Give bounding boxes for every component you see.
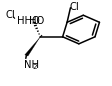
Text: HO: HO — [29, 16, 44, 26]
Polygon shape — [25, 37, 40, 56]
Text: 2: 2 — [32, 64, 36, 70]
Text: HHO: HHO — [17, 16, 39, 26]
Text: Cl: Cl — [69, 2, 78, 12]
Text: Cl: Cl — [5, 10, 15, 20]
Text: NH: NH — [24, 60, 39, 70]
